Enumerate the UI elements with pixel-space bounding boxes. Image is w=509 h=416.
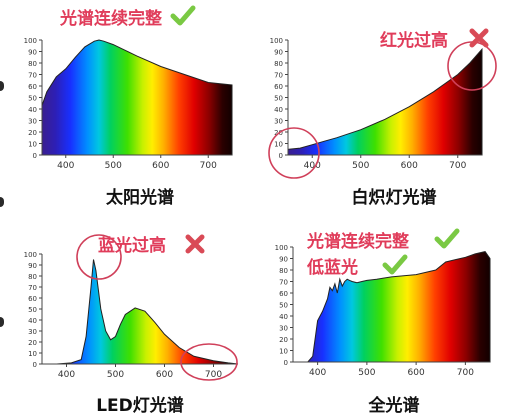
y-tick-label: 50 [274,95,283,103]
highlight-circle [180,343,238,381]
y-tick-label: 40 [28,317,37,325]
y-tick-label: 60 [279,290,288,298]
y-tick-label: 0 [33,152,37,160]
y-tick-label: 10 [279,348,288,356]
check-icon [434,228,460,249]
y-tick-label: 10 [28,350,37,358]
y-tick-label: 90 [28,262,37,270]
x-tick-label: 500 [107,370,124,380]
y-tick-label: 30 [28,328,37,336]
y-tick-label: 70 [28,284,37,292]
y-tick-label: 30 [28,118,37,126]
y-tick-label: 60 [28,295,37,303]
y-tick-label: 70 [274,72,283,80]
x-tick-label: 600 [401,161,418,171]
y-tick-label: 10 [28,141,37,149]
y-tick-label: 80 [279,267,288,275]
y-tick-label: 0 [284,359,288,367]
x-tick-label: 700 [457,368,474,378]
led-spectrum-panel: 0 10 20 30 40 50 60 70 80 90 100 400 500 600 700 蓝光过高 … [0,207,254,416]
y-tick-label: 20 [279,336,288,344]
edge-fragment [0,197,4,207]
x-tick-label: 400 [309,368,326,378]
y-tick-label: 70 [28,72,37,80]
y-tick-label: 40 [274,106,283,114]
sunlight-spectrum-panel: 0 10 20 30 40 50 60 70 80 90 100 400 500 600 700 光谱连续完… [0,0,254,208]
annotation-red-high: 红光过高 [380,31,448,51]
led-spectrum-chart: 0 10 20 30 40 50 60 70 80 90 100 400 500 600 700 [24,234,239,381]
y-tick-label: 0 [279,152,283,160]
annotation-blue-high: 蓝光过高 [98,236,166,256]
y-tick-label: 20 [28,339,37,347]
y-tick-label: 40 [28,106,37,114]
y-tick-label: 50 [28,95,37,103]
y-tick-label: 80 [28,60,37,68]
full-spectrum-chart: 0 10 20 30 40 50 60 70 80 90 100 400 500 600 700 [275,244,491,378]
x-tick-label: 700 [200,161,217,171]
y-tick-label: 50 [279,302,288,310]
y-tick-label: 70 [279,279,288,287]
spectrum-area [56,259,239,365]
x-tick-label: 600 [152,161,169,171]
y-tick-label: 30 [279,325,288,333]
x-tick-label: 500 [352,161,369,171]
x-tick-label: 500 [358,368,375,378]
y-tick-label: 100 [270,37,283,45]
annotation-continuous: 光谱连续完整 [60,9,162,29]
x-tick-label: 400 [58,370,75,380]
x-tick-label: 500 [105,161,122,171]
highlight-circle [268,127,320,179]
incandescent-caption: 白炽灯光谱 [351,188,437,208]
y-tick-label: 80 [274,60,283,68]
spectrum-area [41,39,233,156]
y-tick-label: 90 [274,49,283,57]
led-caption: LED灯光谱 [96,396,184,416]
y-tick-label: 50 [28,306,37,314]
sunlight-caption: 太阳光谱 [106,188,174,208]
full-spectrum-panel: 0 10 20 30 40 50 60 70 80 90 100 400 500 600 700 光谱连续完… [254,207,508,416]
edge-fragment [0,317,4,327]
spectrum-area [307,251,491,363]
x-tick-label: 600 [408,368,425,378]
cross-icon [185,234,205,254]
y-tick-label: 90 [28,49,37,57]
y-tick-label: 10 [274,141,283,149]
y-tick-label: 20 [28,129,37,137]
y-tick-label: 60 [28,83,37,91]
annotation-low-blue: 低蓝光 [307,258,358,278]
y-tick-label: 30 [274,118,283,126]
annotation-continuous: 光谱连续完整 [307,232,409,252]
y-tick-label: 90 [279,256,288,264]
cross-icon [469,28,489,48]
x-tick-label: 400 [57,161,74,171]
y-tick-label: 0 [33,361,37,369]
highlight-circle [76,234,122,280]
check-icon [170,5,196,26]
check-icon [382,254,408,275]
x-tick-label: 700 [449,161,466,171]
y-tick-label: 80 [28,273,37,281]
y-tick-label: 100 [24,37,37,45]
spectrum-area [287,47,483,156]
edge-fragment [0,81,4,91]
y-tick-label: 60 [274,83,283,91]
x-tick-label: 600 [156,370,173,380]
y-tick-label: 100 [24,251,37,259]
x-tick-label: 700 [205,370,222,380]
sunlight-spectrum-chart: 0 10 20 30 40 50 60 70 80 90 100 400 500 600 700 [24,37,233,171]
y-tick-label: 40 [279,313,288,321]
full-spectrum-caption: 全光谱 [368,396,420,416]
y-tick-label: 100 [275,244,288,252]
x-tick-label: 400 [304,161,321,171]
incandescent-spectrum-panel: 0 10 20 30 40 50 60 70 80 90 100 400 500 600 700 红光过高 … [254,0,508,208]
